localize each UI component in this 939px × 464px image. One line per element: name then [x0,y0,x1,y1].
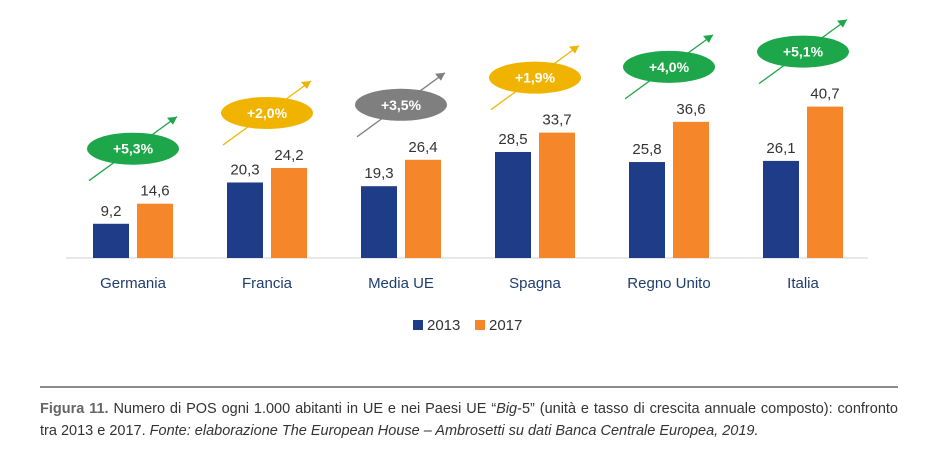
bar-2017 [539,132,575,258]
growth-arrow-head [569,45,579,54]
growth-badge [87,132,179,165]
growth-badge [221,96,313,129]
legend-swatch-2017 [475,320,485,330]
bar-2013 [629,162,665,258]
growth-badge-label: +5,1% [783,44,824,60]
bar-value-label: 26,4 [408,139,437,156]
bar-value-label: 33,7 [542,112,571,129]
bar-2017 [807,106,843,258]
x-tick-label: Media UE [368,275,434,292]
growth-badge [355,88,447,121]
growth-badge-label: +1,9% [515,70,556,86]
figure-caption: Figura 11. Numero di POS ogni 1.000 abit… [40,386,898,442]
growth-badge-label: +2,0% [247,105,288,121]
bar-value-label: 40,7 [810,86,839,103]
growth-arrow-head [435,72,445,81]
growth-badge-label: +4,0% [649,59,690,75]
growth-arrow-head [703,34,713,43]
legend-swatch-2013 [413,320,423,330]
growth-arrow-head [167,116,177,125]
bar-value-label: 9,2 [101,203,122,220]
bar-value-label: 14,6 [140,183,169,200]
bar-value-label: 24,2 [274,147,303,164]
bar-value-label: 26,1 [766,140,795,157]
bar-2017 [271,167,307,258]
growth-badge [489,61,581,94]
bar-2017 [405,159,441,258]
x-tick-label: Germania [100,275,167,292]
bar-value-label: 36,6 [676,101,705,118]
growth-badge [623,50,715,83]
bar-2013 [361,186,397,258]
caption-big: Big [496,401,518,417]
caption-label: Figura 11. [40,401,109,417]
x-tick-label: Spagna [509,275,561,292]
x-tick-label: Regno Unito [627,275,710,292]
bar-chart: 9,2 14,6 Germania +5,3% 20,3 24,2 Francia +2,0%… [66,19,868,334]
bar-2013 [495,151,531,258]
growth-badge-label: +5,3% [113,141,154,157]
caption-text-1: Numero di POS ogni 1.000 abitanti in UE … [108,401,497,417]
bar-value-label: 20,3 [230,161,259,178]
bar-2013 [763,160,799,258]
x-tick-label: Francia [242,275,293,292]
bar-2013 [227,182,263,258]
growth-arrow-head [301,80,311,89]
bar-2017 [673,121,709,259]
growth-badge [757,35,849,68]
bar-value-label: 19,3 [364,165,393,182]
growth-arrow-head [837,19,847,28]
legend-label-2013: 2013 [427,317,460,334]
caption-text-2: -5” (unità e tasso di crescita annuale c… [40,401,898,439]
bar-value-label: 28,5 [498,131,527,148]
bar-2013 [93,223,129,258]
x-tick-label: Italia [787,275,819,292]
bar-2017 [137,203,173,258]
growth-badge-label: +3,5% [381,97,422,113]
caption-source: Fonte: elaborazione The European House –… [149,423,759,439]
bar-value-label: 25,8 [632,141,661,158]
legend-label-2017: 2017 [489,317,522,334]
